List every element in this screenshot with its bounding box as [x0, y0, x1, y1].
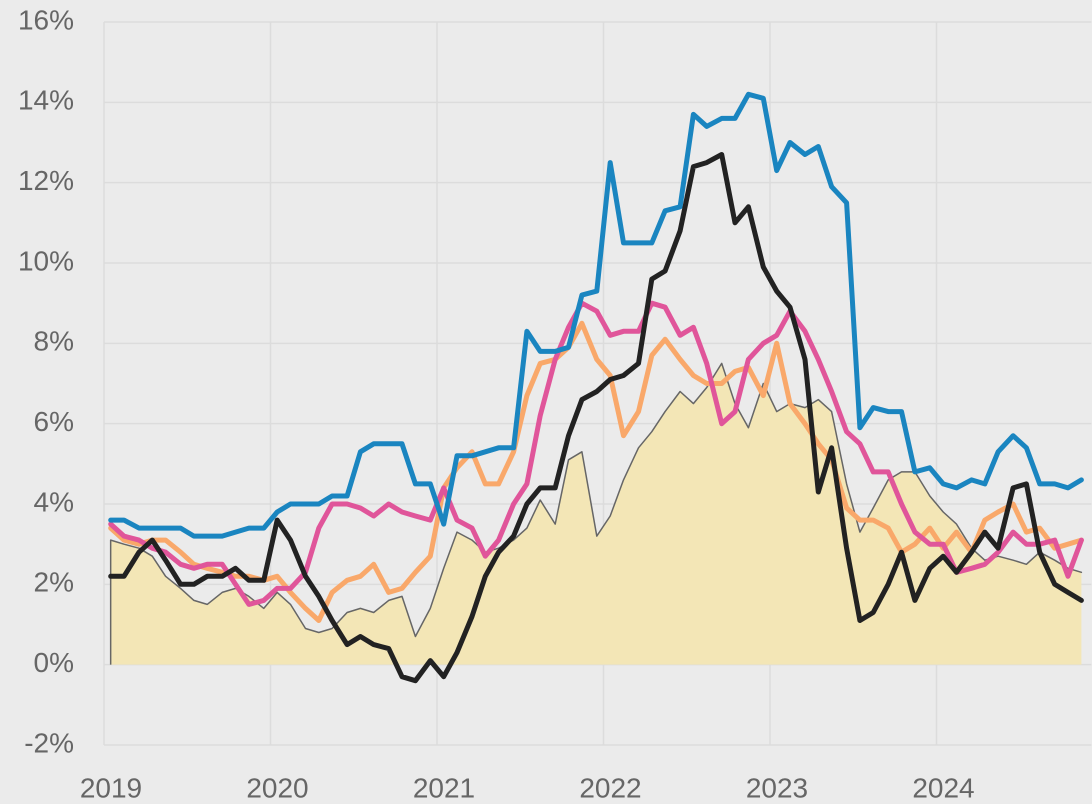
line [109, 362, 1083, 638]
y-tick-label: 4% [34, 486, 74, 517]
x-tick-label: 2021 [413, 772, 475, 803]
x-tick-label: 2023 [746, 772, 808, 803]
y-tick-label: 2% [34, 567, 74, 598]
y-tick-label: 10% [18, 245, 74, 276]
y-tick-label: -2% [24, 727, 74, 758]
x-tick-label: 2019 [80, 772, 142, 803]
y-tick-label: 14% [18, 85, 74, 116]
y-tick-label: 0% [34, 647, 74, 678]
y-tick-label: 12% [18, 165, 74, 196]
line [108, 91, 1084, 539]
area [110, 363, 1082, 665]
y-tick-label: 16% [18, 4, 74, 35]
x-tick-label: 2024 [912, 772, 974, 803]
x-tick-label: 2022 [579, 772, 641, 803]
plot-area [108, 91, 1084, 684]
x-tick-label: 2020 [246, 772, 308, 803]
y-tick-label: 8% [34, 326, 74, 357]
axis-labels: -2% 0% 2% 4% 6% 8% 10% 12% 14% 16% 2019 2020 2021 202… [18, 4, 975, 803]
line [108, 152, 1084, 684]
line [108, 300, 1084, 607]
y-tick-label: 6% [34, 406, 74, 437]
